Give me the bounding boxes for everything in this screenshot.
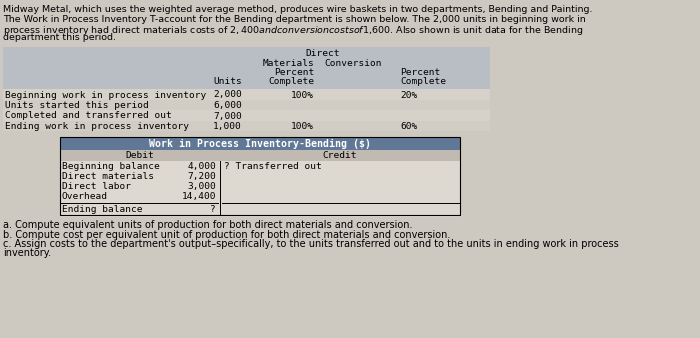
- Text: Complete: Complete: [268, 77, 314, 87]
- Text: 3,000: 3,000: [188, 182, 216, 191]
- FancyBboxPatch shape: [60, 137, 460, 150]
- Text: The Work in Process Inventory T-account for the Bending department is shown belo: The Work in Process Inventory T-account …: [3, 15, 586, 24]
- Text: inventory.: inventory.: [3, 248, 51, 259]
- FancyBboxPatch shape: [3, 110, 490, 121]
- Text: 2,000: 2,000: [214, 91, 242, 99]
- Text: Units: Units: [214, 77, 242, 87]
- FancyBboxPatch shape: [3, 47, 490, 89]
- Text: 6,000: 6,000: [214, 101, 242, 110]
- FancyBboxPatch shape: [3, 99, 490, 110]
- Text: Direct materials: Direct materials: [62, 172, 154, 181]
- Text: Beginning balance: Beginning balance: [62, 162, 160, 171]
- Text: process inventory had direct materials costs of $2,400 and conversion costs of $: process inventory had direct materials c…: [3, 24, 583, 37]
- Text: Units started this period: Units started this period: [5, 101, 148, 110]
- Text: Ending work in process inventory: Ending work in process inventory: [5, 122, 189, 131]
- Text: 60%: 60%: [400, 122, 417, 131]
- Text: c. Assign costs to the department's output–specifically, to the units transferre: c. Assign costs to the department's outp…: [3, 239, 619, 249]
- Text: Materials: Materials: [262, 58, 314, 68]
- Text: Overhead: Overhead: [62, 192, 108, 201]
- FancyBboxPatch shape: [60, 150, 460, 161]
- Text: 100%: 100%: [291, 91, 314, 99]
- Text: 7,200: 7,200: [188, 172, 216, 181]
- Text: Debit: Debit: [125, 151, 155, 160]
- Text: a. Compute equivalent units of production for both direct materials and conversi: a. Compute equivalent units of productio…: [3, 220, 412, 230]
- Text: Midway Metal, which uses the weighted average method, produces wire baskets in t: Midway Metal, which uses the weighted av…: [3, 5, 592, 14]
- Text: 14,400: 14,400: [181, 192, 216, 201]
- Text: 7,000: 7,000: [214, 112, 242, 121]
- Text: department this period.: department this period.: [3, 33, 116, 43]
- Text: Percent: Percent: [274, 68, 314, 77]
- Text: Ending balance: Ending balance: [62, 205, 143, 214]
- Text: 1,000: 1,000: [214, 122, 242, 131]
- Text: Direct labor: Direct labor: [62, 182, 131, 191]
- Text: Percent: Percent: [400, 68, 440, 77]
- Text: 20%: 20%: [400, 91, 417, 99]
- Text: b. Compute cost per equivalent unit of production for both direct materials and : b. Compute cost per equivalent unit of p…: [3, 230, 450, 240]
- FancyBboxPatch shape: [60, 161, 460, 217]
- FancyBboxPatch shape: [3, 89, 490, 99]
- FancyBboxPatch shape: [3, 121, 490, 131]
- Text: ?: ?: [210, 205, 216, 214]
- Text: Conversion: Conversion: [324, 58, 382, 68]
- Text: 100%: 100%: [291, 122, 314, 131]
- Text: ? Transferred out: ? Transferred out: [224, 162, 322, 171]
- Text: Completed and transferred out: Completed and transferred out: [5, 112, 172, 121]
- Text: 4,000: 4,000: [188, 162, 216, 171]
- Text: Direct: Direct: [306, 49, 340, 58]
- Text: Complete: Complete: [400, 77, 446, 87]
- Text: Work in Process Inventory-Bending ($): Work in Process Inventory-Bending ($): [149, 139, 371, 148]
- Text: Beginning work in process inventory: Beginning work in process inventory: [5, 91, 206, 99]
- Text: Credit: Credit: [323, 151, 357, 160]
